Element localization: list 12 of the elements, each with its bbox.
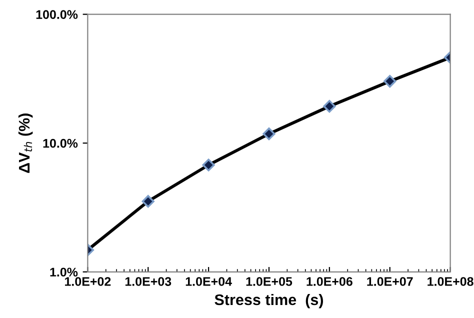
x-tick-label: 1.0E+03 — [125, 277, 172, 286]
x-tick-label: 1.0E+04 — [186, 277, 232, 286]
y-axis-title: ΔV$_{th}$ (%) — [18, 114, 33, 173]
x-tick-label: 1.0E+07 — [367, 277, 413, 286]
x-tick-label: 1.0E+06 — [306, 277, 352, 286]
y-tick-label: 100.0% — [36, 10, 78, 19]
x-tick-label: 1.0E+08 — [428, 277, 474, 286]
y-tick-label: 10.0% — [43, 138, 78, 148]
x-tick-label: 1.0E+02 — [65, 277, 111, 286]
y-tick-label: 1.0% — [50, 268, 78, 277]
x-tick-label: 1.0E+05 — [246, 277, 292, 286]
x-axis-title: Stress time (s) — [214, 294, 324, 308]
